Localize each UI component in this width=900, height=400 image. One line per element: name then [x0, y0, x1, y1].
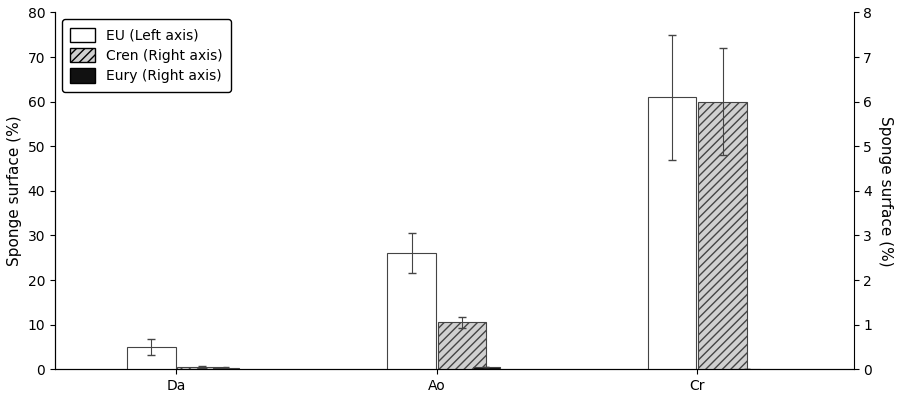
Bar — [698, 102, 747, 369]
Bar — [212, 368, 239, 369]
Bar — [648, 97, 697, 369]
Bar — [177, 367, 226, 369]
Bar — [127, 347, 176, 369]
Y-axis label: Sponge surface (%): Sponge surface (%) — [7, 116, 22, 266]
Bar — [387, 253, 436, 369]
Bar — [473, 367, 500, 369]
Bar — [437, 322, 486, 369]
Legend: EU (Left axis), Cren (Right axis), Eury (Right axis): EU (Left axis), Cren (Right axis), Eury … — [62, 19, 231, 92]
Y-axis label: Sponge surface (%): Sponge surface (%) — [878, 116, 893, 266]
